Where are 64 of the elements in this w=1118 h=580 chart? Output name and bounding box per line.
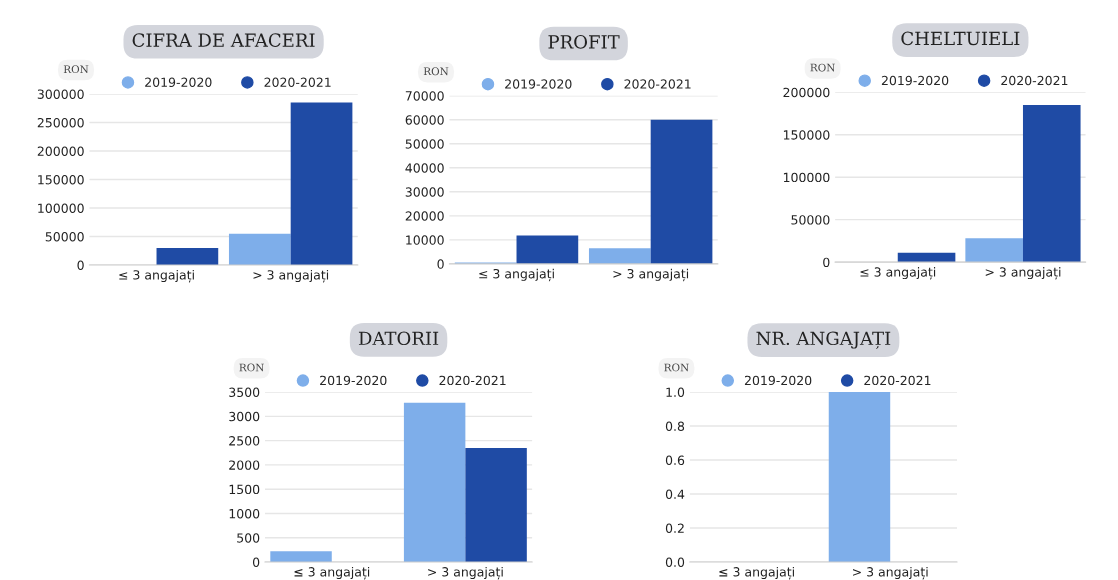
y-tick-label: 200000 <box>783 87 830 98</box>
chart-title: NR. ANGAJAȚI <box>756 331 891 349</box>
y-tick-label: 100000 <box>38 203 84 213</box>
legend-label: 2019-2020 <box>744 375 812 386</box>
y-tick-label: 50000 <box>45 232 84 242</box>
y-tick-label: 0.0 <box>665 557 685 567</box>
y-tick-label: 10000 <box>406 235 444 245</box>
y-tick-label: 1.0 <box>666 387 685 398</box>
x-tick-label: > 3 angajați <box>985 267 1061 280</box>
x-tick-label: > 3 angajați <box>853 566 928 580</box>
y-axis-title: RON <box>423 67 449 76</box>
y-tick-label: 50000 <box>405 139 444 149</box>
legend-label: 2019-2020 <box>145 77 212 87</box>
legend-label: 2019-2020 <box>320 375 387 386</box>
legend-label: 2019-2020 <box>505 79 572 89</box>
y-tick-label: 60000 <box>405 115 444 125</box>
x-tick-label: > 3 angajați <box>253 269 329 283</box>
chart-title: DATORII <box>358 331 439 346</box>
x-tick-label: ≤ 3 angajați <box>860 267 936 280</box>
y-tick-label: 150000 <box>38 174 84 185</box>
y-tick-label: 1500 <box>229 484 260 495</box>
y-tick-label: 250000 <box>37 117 84 128</box>
x-tick-label: ≤ 3 angajați <box>479 268 554 282</box>
y-tick-label: 30000 <box>405 187 444 197</box>
legend-label: 2020-2021 <box>264 77 331 87</box>
y-tick-label: 40000 <box>405 163 444 173</box>
y-tick-label: 0.4 <box>665 489 685 499</box>
y-tick-label: 2000 <box>229 460 260 470</box>
y-tick-label: 50000 <box>791 215 830 225</box>
y-tick-label: 0 <box>252 557 260 567</box>
y-tick-label: 3500 <box>229 387 260 398</box>
y-tick-label: 0 <box>823 257 830 268</box>
legend-label: 2020-2021 <box>1001 75 1068 86</box>
chart-title: PROFIT <box>548 35 620 49</box>
chart-title: CIFRA DE AFACERI <box>132 33 315 47</box>
y-axis-title: RON <box>664 363 689 372</box>
y-axis-title: RON <box>810 63 835 72</box>
y-tick-label: 0 <box>437 259 444 269</box>
y-tick-label: 0.8 <box>665 421 685 431</box>
y-tick-label: 70000 <box>405 91 444 101</box>
x-tick-label: > 3 angajați <box>613 268 689 282</box>
legend-label: 2020-2021 <box>624 79 691 89</box>
y-tick-label: 300000 <box>37 89 84 99</box>
y-tick-label: 200000 <box>37 146 84 156</box>
y-tick-label: 0.6 <box>665 455 685 465</box>
y-tick-label: 20000 <box>405 211 444 221</box>
x-tick-label: ≤ 3 angajați <box>719 566 794 580</box>
x-tick-label: ≤ 3 angajați <box>294 566 370 580</box>
y-tick-label: 0.2 <box>665 523 684 533</box>
legend-label: 2020-2021 <box>864 375 931 386</box>
y-tick-label: 3000 <box>229 411 260 422</box>
y-tick-label: 1000 <box>229 508 260 519</box>
y-tick-label: 150000 <box>783 130 830 140</box>
y-axis-title: RON <box>239 363 264 372</box>
chart-title: CHELTUIELI <box>901 31 1020 46</box>
x-tick-label: > 3 angajați <box>428 566 503 580</box>
y-tick-label: 500 <box>237 533 260 543</box>
legend-label: 2020-2021 <box>439 375 506 386</box>
y-axis-title: RON <box>63 65 89 74</box>
x-tick-label: ≤ 3 angajați <box>119 269 194 283</box>
y-tick-label: 2500 <box>229 436 260 446</box>
y-tick-label: 0 <box>77 260 84 270</box>
legend-label: 2019-2020 <box>881 75 949 86</box>
y-tick-label: 100000 <box>783 172 830 183</box>
